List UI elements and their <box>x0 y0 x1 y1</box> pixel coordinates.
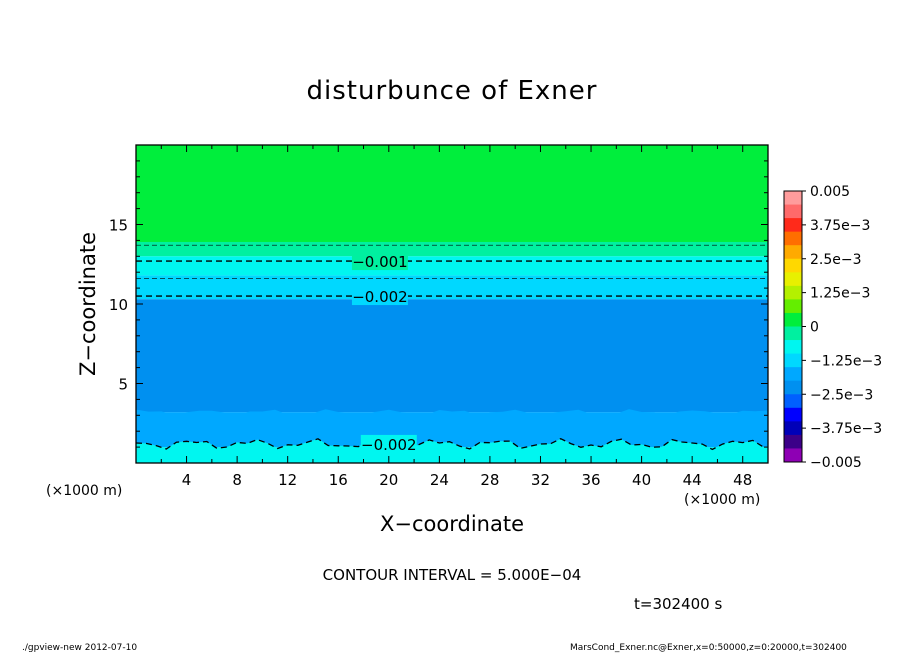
chart-title: disturbunce of Exner <box>306 76 598 106</box>
contour-lines: −0.001 −0.002 −0.002 <box>135 244 768 454</box>
colorbar-cell <box>784 272 802 287</box>
contour-interval-note: CONTOUR INTERVAL = 5.000E−04 <box>322 566 582 584</box>
colorbar-cell <box>784 380 802 395</box>
colorbar-cell <box>784 353 802 368</box>
colorbar-cell <box>784 218 802 233</box>
colorbar-cell <box>784 407 802 422</box>
y-tick-label: 5 <box>118 376 128 394</box>
colorbar-cell <box>784 448 802 463</box>
colorbar-label: 1.25e−3 <box>810 286 870 302</box>
colorbar-cell <box>784 340 802 354</box>
colorbar-cell <box>784 231 802 246</box>
colorbar-cell <box>784 394 802 409</box>
colorbar-label: −0.005 <box>810 455 862 471</box>
x-tick-label: 12 <box>278 471 297 489</box>
y-tick-label: 10 <box>109 296 128 314</box>
colorbar-cell <box>784 421 802 436</box>
colorbar-cell <box>784 191 802 205</box>
field-layer <box>136 145 768 463</box>
footer-right: MarsCond_Exner.nc@Exner,x=0:50000,z=0:20… <box>570 643 847 653</box>
colorbar-label: −3.75e−3 <box>810 421 882 437</box>
colorbar-cell <box>784 258 802 273</box>
colorbar-cell <box>784 326 802 341</box>
colorbar: 0.005 3.75e−3 2.5e−3 1.25e−3 0 −1.25e−3 −2.5e−… <box>783 184 882 471</box>
x-tick-label: 24 <box>430 471 449 489</box>
field-band <box>136 256 768 276</box>
colorbar-cell <box>784 299 802 314</box>
x-unit-right: (×1000 m) <box>684 492 761 508</box>
x-tick-label: 28 <box>480 471 499 489</box>
x-tick-label: 8 <box>232 471 242 489</box>
contour-label-bg <box>360 434 417 453</box>
x-axis-label: X−coordinate <box>380 512 524 536</box>
x-tick-label: 44 <box>683 471 702 489</box>
colorbar-cell <box>784 312 802 327</box>
colorbar-label: −2.5e−3 <box>810 387 873 403</box>
colorbar-label: −1.25e−3 <box>810 353 882 369</box>
contour-label: −0.002 <box>352 288 408 306</box>
x-tick-label: 48 <box>733 471 752 489</box>
colorbar-label: 3.75e−3 <box>810 218 870 234</box>
colorbar-label: 0 <box>810 320 819 336</box>
x-unit-left: (×1000 m) <box>46 483 123 499</box>
colorbar-cell <box>784 434 802 449</box>
contour-line <box>135 437 764 451</box>
field-band <box>136 241 768 257</box>
field-band <box>136 145 768 242</box>
colorbar-cell <box>784 367 802 382</box>
footer-left: ./gpview-new 2012-07-10 <box>22 643 138 653</box>
x-tick-label: 36 <box>581 471 600 489</box>
field-band-wavy <box>136 409 768 448</box>
colorbar-label: 2.5e−3 <box>810 252 862 268</box>
x-tick-label: 16 <box>329 471 348 489</box>
field-band <box>136 275 768 300</box>
colorbar-cell <box>784 204 802 219</box>
x-tick-label: 32 <box>531 471 550 489</box>
contour-label: −0.001 <box>352 253 408 271</box>
x-tick-label: 40 <box>632 471 651 489</box>
contour-label: −0.002 <box>361 436 417 454</box>
field-band-surface <box>136 438 768 463</box>
x-tick-label: 20 <box>379 471 398 489</box>
y-tick-label: 15 <box>109 217 128 235</box>
colorbar-label: 0.005 <box>810 184 850 200</box>
time-label: t=302400 s <box>634 595 723 613</box>
colorbar-cell <box>784 285 802 300</box>
x-tick-label: 4 <box>182 471 192 489</box>
contour-label-bg <box>351 287 408 306</box>
colorbar-cell <box>784 245 802 260</box>
field-band <box>136 299 768 413</box>
y-axis-label: Z−coordinate <box>76 232 100 376</box>
contour-label-bg <box>351 252 408 271</box>
